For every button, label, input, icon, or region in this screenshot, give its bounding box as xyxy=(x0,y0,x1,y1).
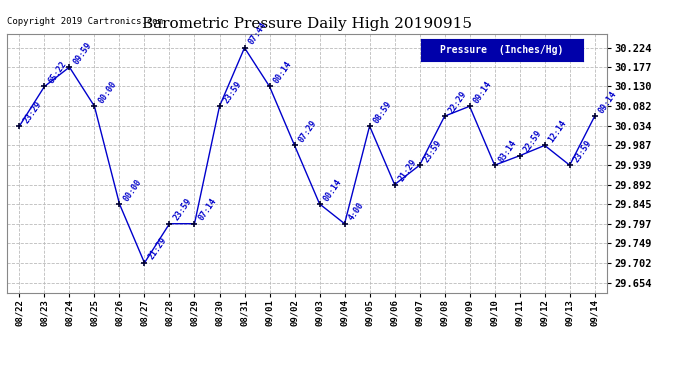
Text: 22:29: 22:29 xyxy=(446,89,469,115)
Text: 09:14: 09:14 xyxy=(472,80,493,105)
Text: 07:44: 07:44 xyxy=(246,21,268,46)
Text: 23:59: 23:59 xyxy=(572,138,593,164)
Text: 09:14: 09:14 xyxy=(597,89,618,115)
Text: 21:29: 21:29 xyxy=(397,158,418,183)
Text: 00:00: 00:00 xyxy=(121,177,143,203)
Text: 09:59: 09:59 xyxy=(72,40,93,66)
Text: 4:00: 4:00 xyxy=(346,201,366,222)
Text: 00:14: 00:14 xyxy=(322,177,343,203)
Text: Copyright 2019 Cartronics.com: Copyright 2019 Cartronics.com xyxy=(7,17,163,26)
Text: 22:59: 22:59 xyxy=(522,129,543,154)
Text: 07:14: 07:14 xyxy=(197,197,218,222)
Text: 21:29: 21:29 xyxy=(146,236,168,262)
Text: 03:14: 03:14 xyxy=(497,138,518,164)
Text: 23:59: 23:59 xyxy=(172,197,193,222)
Text: 23:59: 23:59 xyxy=(422,138,443,164)
Text: 12:14: 12:14 xyxy=(546,118,569,144)
Text: 00:14: 00:14 xyxy=(272,60,293,85)
Title: Barometric Pressure Daily High 20190915: Barometric Pressure Daily High 20190915 xyxy=(142,17,472,31)
Text: 00:00: 00:00 xyxy=(97,80,118,105)
Text: 23:59: 23:59 xyxy=(221,80,243,105)
Text: 23:29: 23:29 xyxy=(21,99,43,125)
Text: 07:29: 07:29 xyxy=(297,118,318,144)
Text: 08:59: 08:59 xyxy=(372,99,393,125)
Text: 65:22: 65:22 xyxy=(46,60,68,85)
